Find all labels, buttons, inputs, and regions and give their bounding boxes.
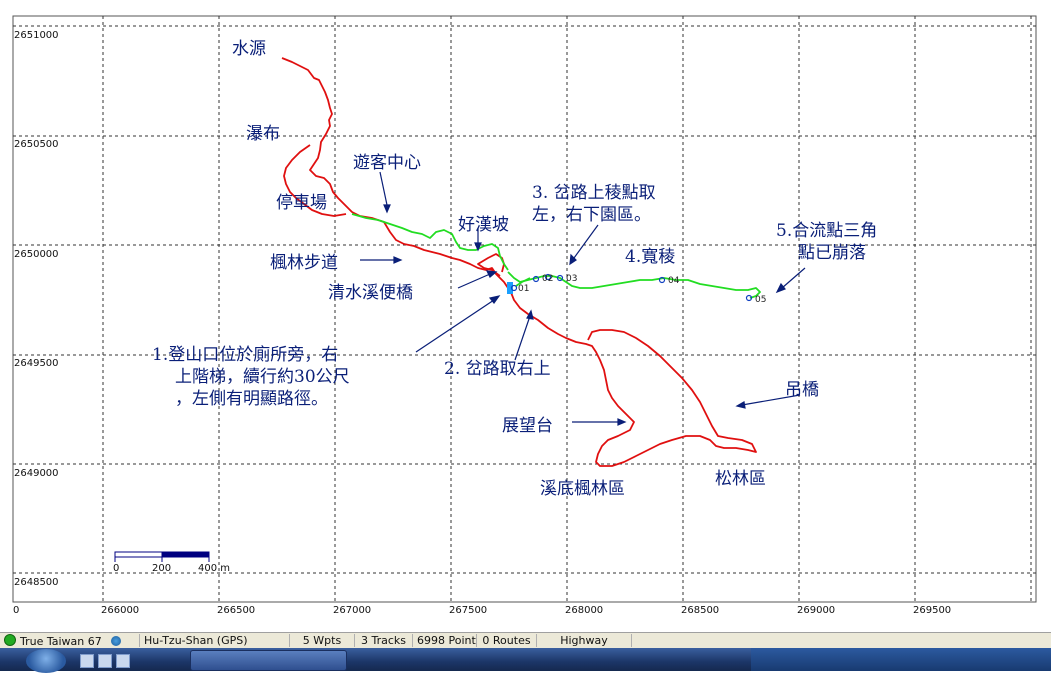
x-tick-label: 267000	[333, 605, 371, 616]
trailhead-marker[interactable]	[507, 282, 513, 294]
track-green-short[interactable]	[515, 277, 531, 287]
label-confluence-line1: 5.合流點三角	[776, 221, 877, 241]
svg-text:02: 02	[542, 274, 553, 284]
label-wide-ridge: 4.寬稜	[625, 247, 675, 267]
status-waypoints: 5 Wpts	[290, 634, 355, 647]
svg-text:04: 04	[668, 276, 680, 286]
label-haohan-slope: 好漢坡	[458, 215, 509, 235]
arrow-confluence	[781, 267, 806, 289]
waypoint-02[interactable]: 02	[532, 273, 554, 284]
scale-label: 0	[113, 563, 119, 574]
label-maple-trail: 楓林步道	[270, 253, 338, 273]
track-waterfall[interactable]	[283, 144, 347, 217]
label-waterfall: 瀑布	[246, 124, 280, 144]
waypoint-05[interactable]: 05	[745, 294, 767, 305]
status-tracks: 3 Tracks	[355, 634, 413, 647]
label-valley-maple: 溪底楓林區	[540, 479, 625, 499]
waypoint-01[interactable]: 01	[510, 284, 530, 294]
y-tick-label: 2651000	[14, 30, 59, 41]
y-tick-label: 2649500	[14, 358, 59, 369]
label-visitor-center: 遊客中心	[353, 153, 421, 173]
label-water-source: 水源	[232, 39, 266, 59]
label-pine-forest: 松林區	[715, 469, 766, 489]
status-points: 6998 Points	[413, 634, 477, 647]
map-border	[12, 15, 1037, 603]
arrow-qingshui-bridge	[457, 273, 491, 289]
svg-text:03: 03	[566, 274, 577, 284]
status-datum[interactable]: True Taiwan 67	[0, 634, 140, 647]
waypoint-03[interactable]: 03	[556, 274, 578, 284]
label-trailhead-line1: 1.登山口位於廁所旁，右	[152, 344, 338, 365]
start-button[interactable]	[26, 649, 66, 673]
y-tick-label: 2648500	[14, 577, 59, 588]
track-green-upper[interactable]	[351, 213, 509, 271]
globe-icon	[111, 636, 122, 646]
x-tick-label: 267500	[449, 605, 487, 616]
label-qingshui-bridge: 清水溪便橋	[328, 283, 413, 303]
svg-text:01: 01	[518, 284, 529, 294]
y-tick-label: 2650000	[14, 249, 59, 260]
label-trailhead-line2: 上階梯，續行約30公尺	[175, 367, 350, 387]
status-track-name: Hu-Tzu-Shan (GPS)	[140, 634, 290, 647]
arrow-trailhead	[415, 299, 495, 353]
waypoint-04[interactable]: 04	[658, 276, 680, 286]
x-tick-label: 0	[13, 605, 19, 616]
annotation-arrows	[360, 171, 806, 426]
arrow-visitor-center	[379, 171, 388, 206]
track-water-source[interactable]	[281, 57, 509, 289]
y-tick-label: 2650500	[14, 139, 59, 150]
label-observation-deck: 展望台	[502, 416, 553, 436]
x-tick-label: 268500	[681, 605, 719, 616]
taskbar-window-button[interactable]	[190, 650, 347, 671]
x-tick-label: 269500	[913, 605, 951, 616]
label-trailhead-line3: ，左側有明顯路徑。	[175, 389, 328, 409]
taskbar	[0, 648, 1051, 673]
label-fork-ridge-line2: 左，右下園區。	[532, 205, 651, 225]
system-tray[interactable]	[751, 648, 1051, 671]
scale-label: 400 m	[198, 563, 230, 574]
status-routes: 0 Routes	[477, 634, 537, 647]
svg-text:05: 05	[755, 295, 766, 305]
scale-label: 200	[152, 563, 171, 574]
label-suspension-bridge: 吊橋	[785, 380, 819, 400]
label-fork-ridge-line1: 3. 岔路上稜點取	[532, 183, 656, 203]
green-track-group	[351, 213, 761, 299]
gps-status-icon	[4, 634, 16, 646]
scale-bar: 0 200 400 m	[113, 551, 230, 574]
y-tick-label: 2649000	[14, 468, 59, 479]
grid-vertical	[102, 16, 1032, 602]
label-fork-right: 2. 岔路取右上	[444, 359, 551, 379]
arrow-fork-right	[514, 315, 531, 361]
x-tick-label: 269000	[797, 605, 835, 616]
label-confluence-line2: 點已崩落	[798, 243, 866, 263]
label-parking: 停車場	[276, 193, 327, 213]
quicklaunch-icon[interactable]	[116, 654, 130, 668]
arrow-suspension-bridge	[741, 394, 801, 406]
red-track-group	[281, 57, 757, 467]
x-tick-label: 266500	[217, 605, 255, 616]
x-tick-label: 266000	[101, 605, 139, 616]
track-suspension-loop[interactable]	[509, 289, 757, 467]
quicklaunch-icon[interactable]	[98, 654, 112, 668]
status-empty	[632, 634, 1051, 647]
status-layer: Highway	[537, 634, 632, 647]
status-bar: True Taiwan 67 Hu-Tzu-Shan (GPS) 5 Wpts …	[0, 632, 1051, 648]
map-canvas[interactable]: 2651000 2650500 2650000 2649500 2649000 …	[0, 0, 1051, 632]
grid-horizontal	[13, 25, 1036, 574]
arrow-fork-ridge	[573, 224, 599, 259]
quicklaunch-icon[interactable]	[80, 654, 94, 668]
track-green-ridge[interactable]	[507, 271, 761, 299]
x-tick-label: 268000	[565, 605, 603, 616]
